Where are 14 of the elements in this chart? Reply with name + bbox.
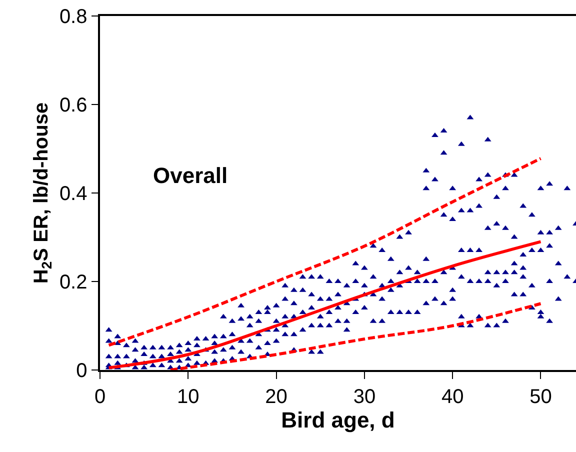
line-series xyxy=(107,156,542,347)
y-tick-label: 0.4 xyxy=(59,183,88,205)
x-tick-label: 10 xyxy=(177,386,200,408)
x-tick-label: 40 xyxy=(441,386,464,408)
y-tick-label: 0.8 xyxy=(59,6,88,28)
x-tick-label: 20 xyxy=(265,386,288,408)
x-axis-title: Bird age, d xyxy=(281,408,395,433)
x-tick-label: 50 xyxy=(530,386,552,408)
y-tick-label: 0.6 xyxy=(59,94,88,116)
y-tick-label: 0 xyxy=(76,360,88,382)
y-tick-label: 0.2 xyxy=(59,272,88,294)
x-tick-label: 30 xyxy=(353,386,376,408)
x-tick-label: 0 xyxy=(94,386,106,408)
annotation: Overall xyxy=(153,163,228,188)
